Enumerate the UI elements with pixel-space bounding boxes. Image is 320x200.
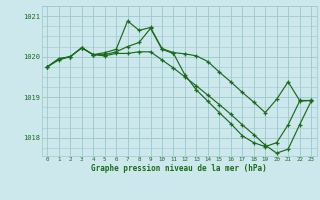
- X-axis label: Graphe pression niveau de la mer (hPa): Graphe pression niveau de la mer (hPa): [91, 164, 267, 173]
